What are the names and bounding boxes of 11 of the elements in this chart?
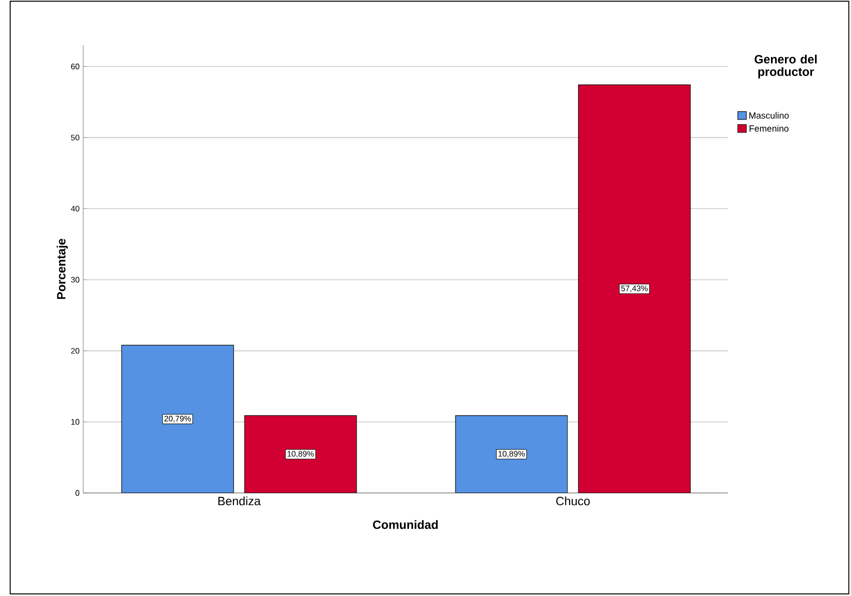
legend-title: Genero del productor [754,54,817,78]
legend-label: Masculino [749,112,789,119]
x-tick-label: Chuco [556,496,590,506]
x-axis-title: Comunidad [373,520,438,529]
bar [455,415,568,493]
x-tick-label: Bendiza [218,496,261,506]
y-axis-title: Porcentaje [56,238,68,299]
bar [578,84,691,493]
bar [121,344,234,493]
legend-label: Femenino [750,125,788,132]
bar [244,415,357,493]
